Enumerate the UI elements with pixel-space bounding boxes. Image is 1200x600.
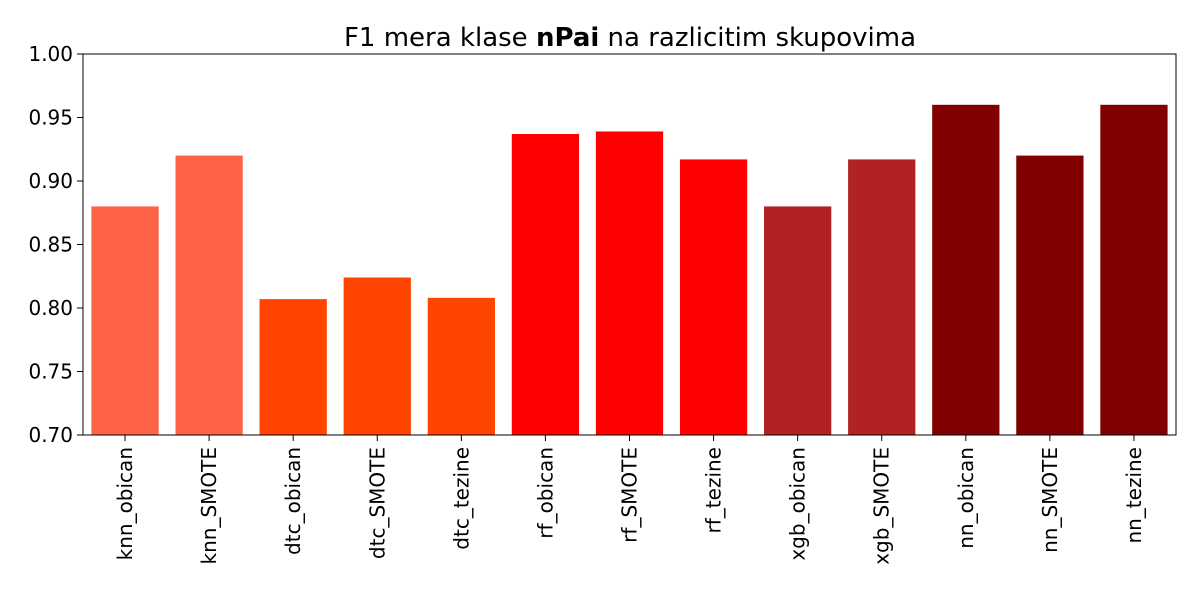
y-tick-label: 0.90	[28, 169, 73, 193]
y-tick-label: 0.85	[28, 233, 73, 257]
x-tick-label: dtc_obican	[281, 447, 305, 555]
bar-nn_tezine	[1100, 104, 1168, 436]
bar-dtc_SMOTE	[343, 277, 411, 435]
bar-xgb_obican	[764, 206, 832, 435]
x-tick-label: knn_SMOTE	[197, 447, 221, 564]
chart-title: F1 mera klase nPai na razlicitim skupovi…	[344, 23, 916, 53]
chart-title-bold: nPai	[536, 23, 599, 53]
x-tick-label: rf_obican	[533, 447, 557, 539]
chart-title-prefix: F1 mera klase	[344, 23, 536, 53]
y-tick-label: 0.70	[28, 423, 73, 447]
bar-xgb_SMOTE	[848, 159, 916, 435]
x-tick-label: xgb_SMOTE	[870, 447, 894, 565]
y-tick-label: 0.95	[28, 106, 73, 130]
bars-layer	[91, 104, 1168, 436]
x-tick-label: rf_tezine	[702, 447, 726, 533]
bar-nn_SMOTE	[1016, 155, 1084, 435]
x-tick-label: rf_SMOTE	[618, 447, 642, 543]
bar-rf_SMOTE	[595, 131, 664, 435]
x-tick-label: nn_tezine	[1122, 447, 1146, 544]
x-axis: knn_obican knn_SMOTE dtc_obican dtc_SMOTE dt…	[113, 435, 1146, 565]
y-tick-label: 1.00	[28, 42, 73, 66]
bar-rf_obican	[511, 134, 580, 435]
x-tick-label: xgb_obican	[786, 447, 810, 561]
bar-dtc_obican	[259, 299, 327, 435]
bar-knn_SMOTE	[175, 155, 243, 435]
x-tick-label: knn_obican	[113, 447, 137, 560]
x-tick-label: nn_obican	[954, 447, 978, 549]
bar-nn_obican	[932, 104, 1000, 436]
chart-title-suffix: na razlicitim skupovima	[599, 23, 916, 53]
y-tick-label: 0.80	[28, 296, 73, 320]
bar-rf_tezine	[679, 159, 748, 435]
y-tick-label: 0.75	[28, 360, 73, 384]
bar-dtc_tezine	[427, 297, 495, 435]
x-tick-label: dtc_SMOTE	[365, 447, 389, 559]
x-tick-label: dtc_tezine	[449, 447, 473, 550]
y-axis: 0.70 0.75 0.80 0.85 0.90 0.95 1.00	[28, 42, 83, 447]
x-tick-label: nn_SMOTE	[1038, 447, 1062, 553]
bar-knn_obican	[91, 206, 159, 435]
